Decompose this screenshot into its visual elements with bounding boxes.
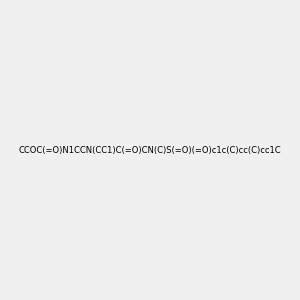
Text: CCOC(=O)N1CCN(CC1)C(=O)CN(C)S(=O)(=O)c1c(C)cc(C)cc1C: CCOC(=O)N1CCN(CC1)C(=O)CN(C)S(=O)(=O)c1c…: [19, 146, 281, 154]
